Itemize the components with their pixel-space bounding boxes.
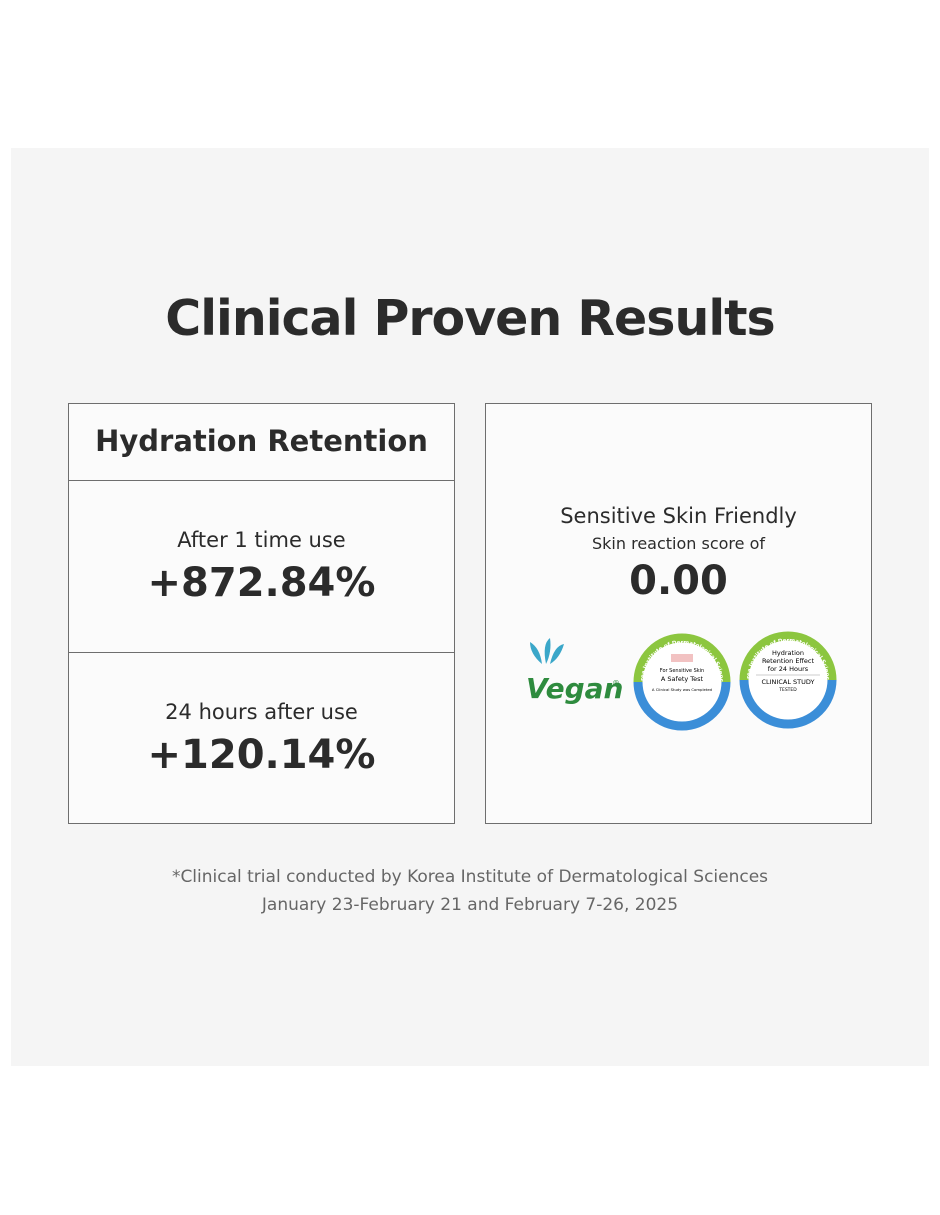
card-title: Sensitive Skin Friendly — [560, 504, 797, 528]
badge-line: CLINICAL STUDY — [761, 678, 814, 686]
footnote-line: January 23-February 21 and February 7-26… — [261, 895, 679, 915]
footnote-line: *Clinical trial conducted by Korea Insti… — [171, 867, 769, 887]
hydration-card: Hydration Retention After 1 time use +87… — [68, 403, 455, 824]
divider — [69, 480, 454, 481]
badge-line: for 24 Hours — [768, 665, 809, 673]
badge-line: Hydration — [772, 649, 804, 657]
result-value: +120.14% — [147, 732, 376, 778]
vegan-text: Vegan — [526, 672, 624, 705]
badge-line: TESTED — [778, 687, 797, 693]
badge-line: Retention Effect — [762, 657, 815, 665]
vegan-mark: ® — [612, 679, 620, 688]
badge-line: A Safety Test — [661, 675, 704, 683]
badges: Vegan ® Korea Institute of Dermatologica… — [486, 624, 837, 731]
page-title: Clinical Proven Results — [165, 290, 775, 347]
badge-line: For Sensitive Skin — [660, 668, 704, 674]
vegan-logo: Vegan ® — [526, 638, 624, 705]
result-label: After 1 time use — [177, 528, 346, 552]
badge-line: A Clinical Study was Completed — [652, 687, 713, 692]
result-value: +872.84% — [147, 560, 376, 606]
card-title: Hydration Retention — [95, 424, 428, 458]
result-label: 24 hours after use — [165, 700, 358, 724]
score-value: 0.00 — [629, 558, 728, 604]
sensitive-card: Sensitive Skin Friendly Skin reaction sc… — [485, 403, 872, 824]
divider — [69, 652, 454, 653]
card-subtitle: Skin reaction score of — [592, 534, 765, 553]
